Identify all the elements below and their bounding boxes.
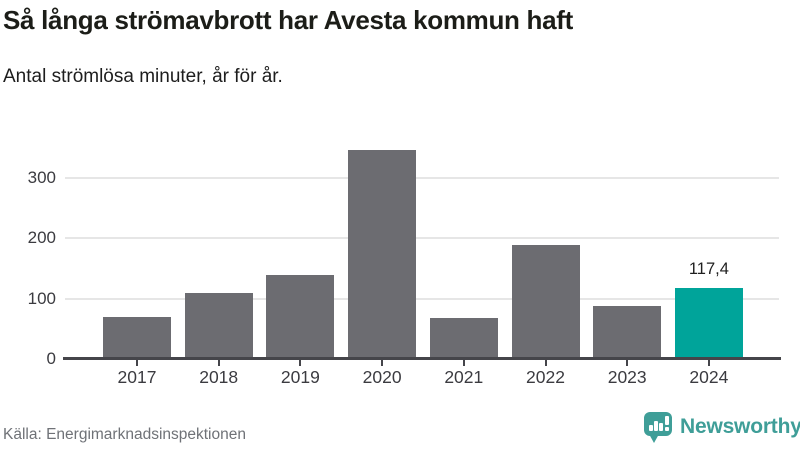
bar-2022 [511,244,580,359]
y-axis-label-200: 200 [27,228,56,247]
value-label-2024: 117,4 [688,259,729,278]
x-tick-2023 [626,360,629,366]
logo-mini-bar-2 [654,421,658,431]
gridline-200 [65,237,779,239]
exclamation-icon [665,416,669,425]
bar-2018 [184,293,253,359]
exclamation-dot [665,427,669,431]
y-axis-label-300: 300 [27,167,56,187]
x-tick-2018 [217,360,220,366]
chart-subtitle: Antal strömlösa minuter, år för år. [3,66,283,87]
y-axis-label-0: 0 [46,349,56,368]
x-tick-2024 [707,360,710,366]
y-axis-label-100: 100 [27,288,56,308]
gridline-100 [65,297,779,300]
bar-2023 [593,305,662,359]
x-axis-label-2021: 2021 [444,367,484,387]
logo-mini-bar-3 [659,423,663,431]
x-axis-label-2019: 2019 [280,367,320,387]
source-note: Källa: Energimarknadsinspektionen [3,426,246,443]
logo-mini-bar-1 [649,425,653,431]
bar-2021 [429,317,498,359]
x-tick-2017 [136,360,138,366]
bar-2017 [103,317,171,359]
newsworthy-logo-text: Newsworthy [680,415,800,438]
bar-2024 [674,287,743,359]
chart-title: Så långa strömavbrott har Avesta kommun … [3,5,574,35]
x-axis-label-2024: 2024 [689,367,729,387]
x-tick-2022 [544,360,547,366]
newsworthy-logo: Newsworthy [644,412,800,444]
newsworthy-bubble-chart-icon [644,412,672,444]
x-tick-2019 [299,360,302,366]
x-axis-label-2017: 2017 [117,367,157,387]
x-axis-label-2022: 2022 [526,367,565,387]
bar-2019 [266,274,335,359]
x-tick-2021 [462,360,465,366]
x-axis-label-2018: 2018 [199,367,239,387]
x-axis-label-2023: 2023 [607,367,647,387]
speech-bubble-tail [649,434,659,443]
gridline-300 [65,176,779,179]
x-tick-2020 [381,360,384,366]
bar-2020 [348,149,417,359]
x-axis-line [63,357,781,360]
x-axis-label-2020: 2020 [362,367,402,387]
